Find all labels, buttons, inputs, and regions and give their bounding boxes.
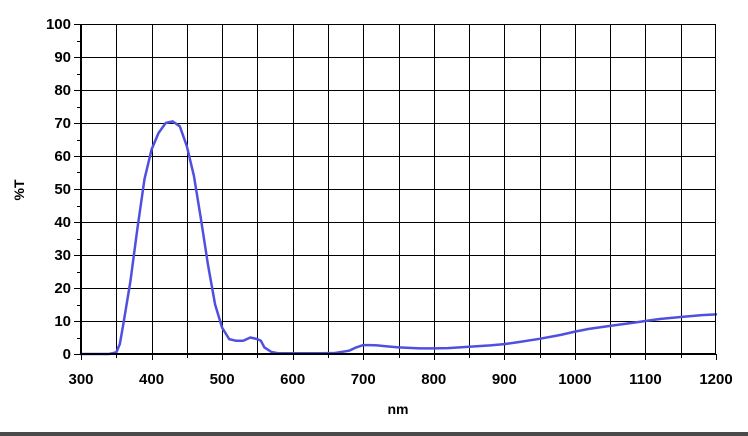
x-axis-title: nm xyxy=(388,401,409,417)
y-tick-label: 0 xyxy=(63,346,71,363)
x-tick-label: 1200 xyxy=(699,371,732,388)
bottom-divider xyxy=(0,432,748,436)
y-tick-label: 10 xyxy=(54,313,71,330)
tick-labels: 0 10 20 30 40 50 60 70 80 90 100 300 400 500 600 700 800… xyxy=(46,16,733,388)
y-tick-label: 60 xyxy=(54,148,71,165)
x-tick-label: 900 xyxy=(492,371,517,388)
y-tick-label: 100 xyxy=(46,16,71,33)
x-tick-label: 1000 xyxy=(558,371,591,388)
x-tick-label: 800 xyxy=(421,371,446,388)
y-tick-label: 40 xyxy=(54,214,71,231)
y-tick-label: 30 xyxy=(54,247,71,264)
x-tick-label: 400 xyxy=(139,371,164,388)
x-tick-label: 700 xyxy=(351,371,376,388)
grid xyxy=(81,24,716,354)
x-tick-label: 1100 xyxy=(629,371,662,388)
x-tick-label: 500 xyxy=(210,371,235,388)
y-tick-label: 20 xyxy=(54,280,71,297)
x-tick-label: 600 xyxy=(280,371,305,388)
x-tick-label: 300 xyxy=(68,371,93,388)
y-tick-label: 50 xyxy=(54,181,71,198)
y-tick-label: 80 xyxy=(54,82,71,99)
y-tick-label: 90 xyxy=(54,49,71,66)
y-axis-title: %T xyxy=(11,179,27,200)
axes xyxy=(74,24,717,360)
y-tick-label: 70 xyxy=(54,115,71,132)
